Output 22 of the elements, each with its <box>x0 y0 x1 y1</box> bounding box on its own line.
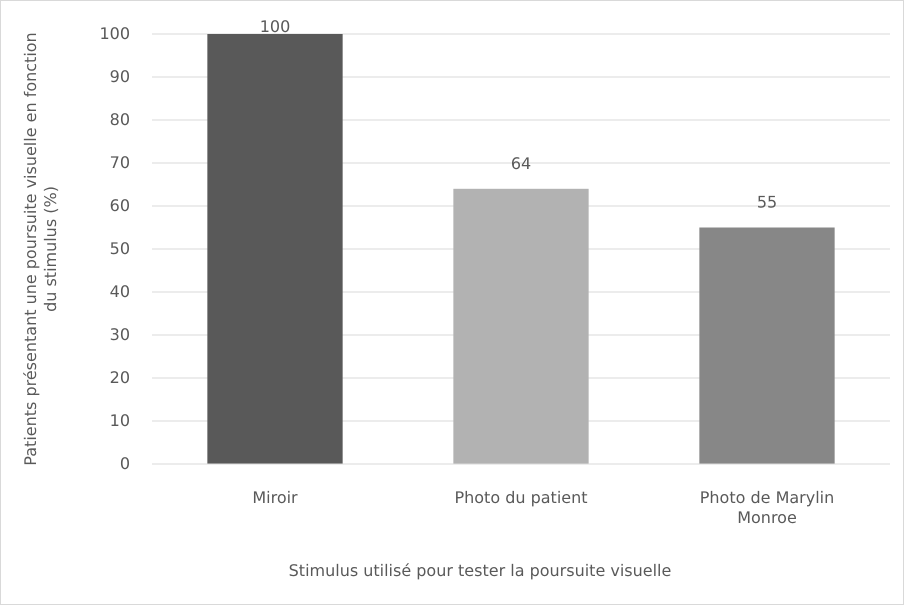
bar <box>453 188 589 464</box>
data-label: 64 <box>510 154 532 173</box>
y-tick-label: 30 <box>110 325 130 344</box>
y-tick-label: 50 <box>110 239 130 258</box>
y-tick-label: 100 <box>99 24 130 44</box>
bar <box>699 228 835 464</box>
y-tick-label: 60 <box>110 196 130 216</box>
bar <box>207 34 343 464</box>
x-tick-label: Photo de Marylin Monroe <box>700 488 834 527</box>
x-tick-label: Photo du patient <box>454 488 588 507</box>
x-axis-title: Stimulus utilisé pour tester la poursuite visuelle <box>288 561 672 580</box>
x-tick-label: Miroir <box>252 488 298 507</box>
y-tick-label: 70 <box>110 153 130 172</box>
y-tick-label: 0 <box>120 454 130 474</box>
y-tick-label: 40 <box>110 282 130 302</box>
y-tick-label: 10 <box>110 411 130 430</box>
data-label: 55 <box>756 192 778 212</box>
y-tick-label: 80 <box>110 110 130 130</box>
y-axis-title: Patients présentant une poursuite visuelle en fonction du stimulus (%) <box>21 32 60 466</box>
y-tick-label: 20 <box>110 368 130 388</box>
y-tick-label: 90 <box>110 67 130 86</box>
data-label: 100 <box>260 17 290 36</box>
